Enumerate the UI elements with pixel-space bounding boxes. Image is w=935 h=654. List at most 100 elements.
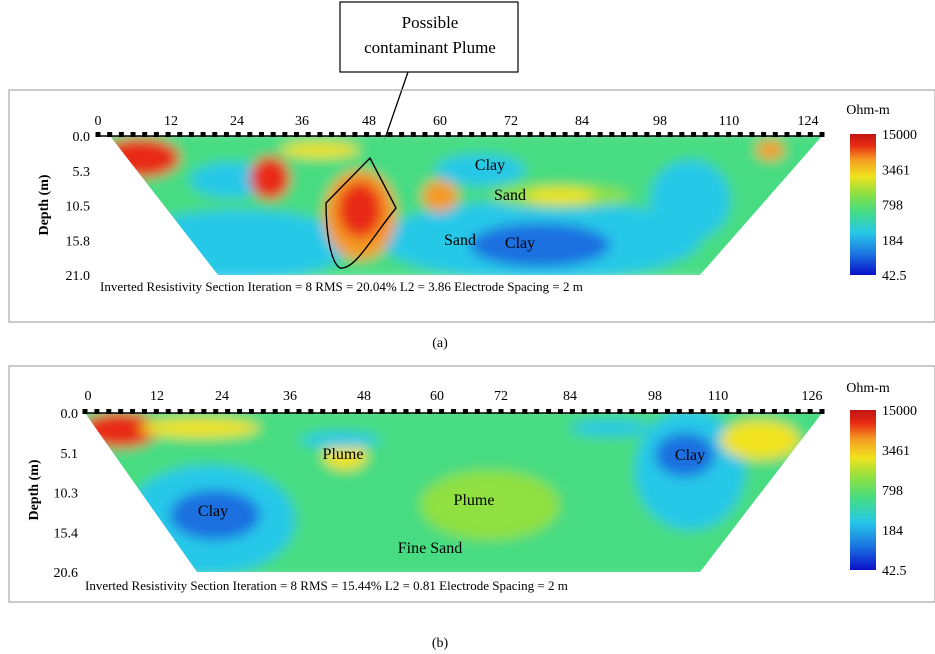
electrode-marker [515,132,521,137]
electrode-marker [593,409,599,414]
electrode-marker [248,409,254,414]
electrodes-a [95,132,825,137]
electrode-marker [188,132,194,137]
electrode-marker [439,409,445,414]
x-tick-label: 60 [433,114,447,129]
electrode-marker [522,409,528,414]
electrode-marker [784,132,790,137]
electrode-marker [510,409,516,414]
panel-label-b: (b) [432,636,449,651]
electrode-marker [270,132,276,137]
electrode-marker [724,409,730,414]
electrode-marker [550,132,556,137]
electrode-marker [387,132,393,137]
electrode-marker [667,132,673,137]
electrode-marker [130,132,136,137]
electrode-marker [819,132,825,137]
electrode-marker [399,132,405,137]
electrode-marker [445,132,451,137]
electrode-marker [795,409,801,414]
colorbar-label: 42.5 [882,564,907,579]
colorbar-a: Ohm-m 15000 3461 798 184 42.5 [846,103,917,284]
electrode-marker [712,409,718,414]
x-tick-label: 72 [494,389,508,404]
colorbar-b: Ohm-m 15000 3461 798 184 42.5 [846,381,917,579]
electrode-marker [819,409,825,414]
x-tick-label: 110 [719,114,739,129]
electrode-marker [796,132,802,137]
electrode-marker [581,409,587,414]
electrode-marker [664,409,670,414]
electrode-marker [783,409,789,414]
electrode-marker [492,132,498,137]
electrode-marker [165,409,171,414]
electrode-marker [130,409,136,414]
region-label: Clay [675,447,705,464]
electrode-marker [679,132,685,137]
electrode-marker [748,409,754,414]
electrode-marker [641,409,647,414]
electrode-marker [562,132,568,137]
x-tick-label: 48 [362,114,376,129]
x-tick-label: 60 [430,389,444,404]
electrode-marker [480,132,486,137]
electrode-marker [284,409,290,414]
electrode-marker [451,409,456,414]
electrode-marker [749,132,755,137]
electrode-marker [106,409,112,414]
electrode-marker [691,132,697,137]
electrode-marker [118,409,124,414]
x-tick-label: 84 [563,389,577,404]
electrode-marker [95,132,101,137]
region-label: Clay [198,503,228,520]
electrode-marker [656,132,662,137]
electrode-marker [258,132,264,137]
colorbar-label: 15000 [882,404,917,419]
electrode-marker [329,132,335,137]
electrode-marker [177,409,183,414]
panel-label-a: (a) [432,336,448,351]
electrode-marker [200,132,206,137]
x-tick-labels-a: 0 12 24 36 48 60 72 84 98 110 124 [95,114,819,129]
x-tick-label: 24 [230,114,244,129]
electrode-marker [223,132,229,137]
x-tick-label: 36 [295,114,309,129]
electrode-marker [644,132,650,137]
colorbar-title-b: Ohm-m [846,381,890,396]
y-tick-label: 5.1 [61,447,79,462]
electrode-marker [142,132,148,137]
electrode-marker [237,409,243,414]
electrode-marker [141,409,147,414]
electrode-marker [469,132,475,137]
colorbar-label: 798 [882,484,903,499]
electrode-marker [771,409,777,414]
y-tick-label: 10.3 [54,487,79,502]
electrode-marker [676,409,682,414]
colorbar-label: 15000 [882,128,917,143]
electrode-marker [317,132,323,137]
y-tick-label: 21.0 [66,269,91,284]
electrode-marker [629,409,635,414]
electrode-marker [534,409,540,414]
colorbar-label: 184 [882,524,903,539]
electrode-marker [165,132,171,137]
plume-outline [325,156,397,269]
x-tick-label: 24 [215,389,229,404]
electrode-marker [462,409,468,414]
region-label: Clay [505,235,535,252]
electrode-marker [617,409,623,414]
region-label: Plume [323,446,364,463]
x-tick-labels-b: 0 12 24 36 48 60 72 84 98 110 126 [85,389,823,404]
electrode-marker [320,409,326,414]
electrode-marker [153,409,159,414]
electrode-marker [332,409,338,414]
electrode-marker [504,132,510,137]
electrode-marker [282,132,288,137]
electrode-marker [474,409,480,414]
electrode-marker [340,132,346,137]
x-tick-label: 124 [798,114,819,129]
electrode-marker [700,409,706,414]
electrode-marker [498,409,504,414]
electrode-marker [367,409,373,414]
